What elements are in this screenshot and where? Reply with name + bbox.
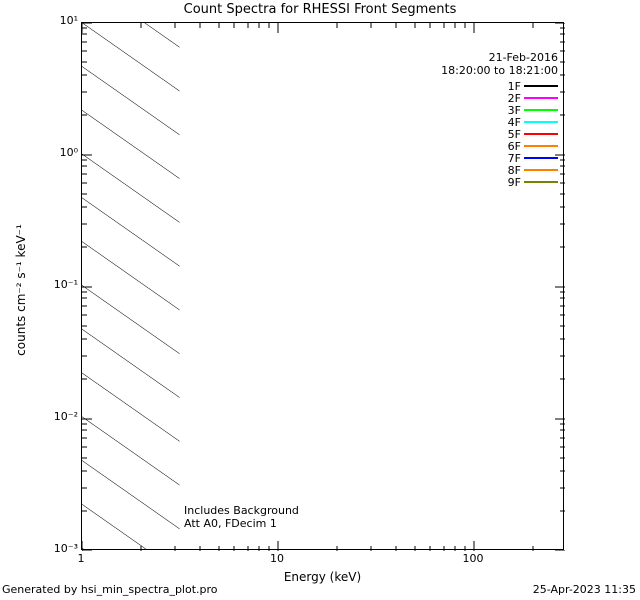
y-tick-label: 10⁻³ xyxy=(53,542,78,555)
legend-item: 6F xyxy=(408,139,558,153)
y-tick-label: 10⁻¹ xyxy=(53,278,78,291)
legend-swatch-8f xyxy=(524,169,558,171)
annotation-includes-background: Includes Background xyxy=(184,504,299,517)
x-tick-label: 10 xyxy=(270,552,284,565)
footer-generated-by: Generated by hsi_min_spectra_plot.pro xyxy=(2,583,218,596)
x-tick-label: 1 xyxy=(77,552,85,565)
plot-area: Includes Background Att A0, FDecim 1 21-… xyxy=(81,22,565,551)
x-tick-label: 100 xyxy=(462,552,484,565)
legend-item: 5F xyxy=(408,127,558,141)
y-tick-label: 10⁻² xyxy=(53,410,78,423)
legend-swatch-7f xyxy=(524,157,558,159)
legend-item: 4F xyxy=(408,115,558,129)
legend-label: 9F xyxy=(507,175,521,189)
legend-item: 9F xyxy=(408,175,558,189)
x-axis-ticklabels: 1 10 100 xyxy=(77,552,564,568)
legend-swatch-6f xyxy=(524,145,558,147)
y-tick-label: 10⁰ xyxy=(59,146,78,159)
x-axis-title: Energy (keV) xyxy=(283,570,362,584)
legend-label: 1F xyxy=(507,79,521,93)
legend-item: 1F xyxy=(408,79,558,93)
legend-label: 5F xyxy=(507,127,521,141)
hatched-region xyxy=(82,23,180,549)
y-axis-title: counts cm⁻² s⁻¹ keV⁻¹ xyxy=(14,224,28,356)
y-axis-ticklabels: 10¹ 10⁰ 10⁻¹ 10⁻² 10⁻³ xyxy=(0,0,78,555)
legend-swatch-9f xyxy=(524,181,558,183)
legend-label: 6F xyxy=(507,139,521,153)
legend-time-range: 18:20:00 to 18:21:00 xyxy=(441,64,558,77)
legend-item: 8F xyxy=(408,163,558,177)
legend-label: 4F xyxy=(507,115,521,129)
y-tick-label: 10¹ xyxy=(59,14,78,27)
legend: 21-Feb-2016 18:20:00 to 18:21:00 1F 2F 3… xyxy=(408,51,558,189)
axis-ticks xyxy=(82,23,565,551)
legend-label: 7F xyxy=(507,151,521,165)
legend-item: 2F xyxy=(408,91,558,105)
legend-label: 2F xyxy=(507,91,521,105)
footer-timestamp: 25-Apr-2023 11:35 xyxy=(532,583,636,596)
legend-label: 3F xyxy=(507,103,521,117)
legend-label: 8F xyxy=(507,163,521,177)
annotation-att-fdecim: Att A0, FDecim 1 xyxy=(184,517,277,530)
legend-swatch-5f xyxy=(524,133,558,135)
legend-swatch-1f xyxy=(524,85,558,87)
legend-swatch-2f xyxy=(524,97,558,99)
legend-swatch-4f xyxy=(524,121,558,123)
legend-date: 21-Feb-2016 xyxy=(488,51,558,64)
chart-title: Count Spectra for RHESSI Front Segments xyxy=(183,2,457,17)
legend-swatch-3f xyxy=(524,109,558,111)
legend-item: 7F xyxy=(408,151,558,165)
legend-item: 3F xyxy=(408,103,558,117)
